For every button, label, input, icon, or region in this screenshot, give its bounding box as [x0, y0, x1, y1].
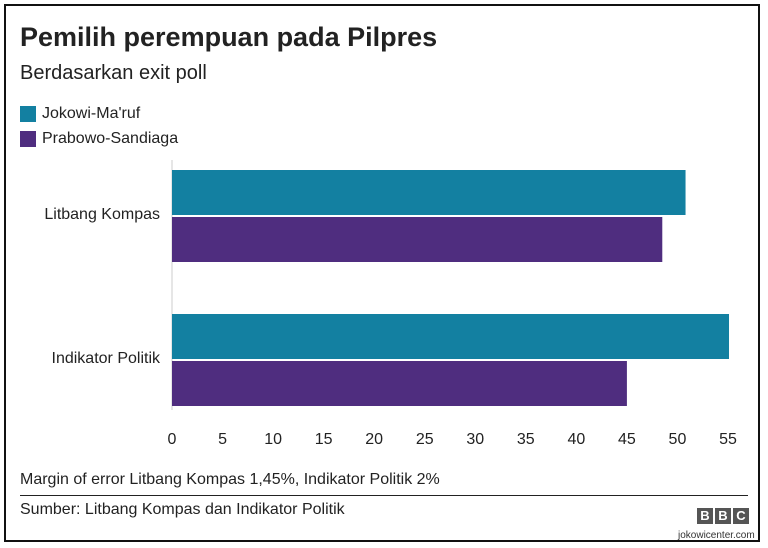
legend-label-jokowi: Jokowi-Ma'ruf	[42, 105, 141, 122]
legend-item-prabowo: Prabowo-Sandiaga	[20, 128, 178, 150]
footer-divider	[20, 495, 748, 496]
x-tick-label: 15	[315, 431, 333, 448]
x-tick-label: 20	[365, 431, 383, 448]
legend-swatch-prabowo	[20, 131, 36, 147]
chart-frame	[4, 4, 760, 542]
bar-jokowi-litbang	[172, 170, 686, 215]
chart-subtitle: Berdasarkan exit poll	[20, 62, 207, 84]
x-tick-label: 0	[168, 431, 177, 448]
x-tick-label: 50	[669, 431, 687, 448]
legend: Jokowi-Ma'ruf Prabowo-Sandiaga	[20, 103, 178, 153]
category-label-indikator: Indikator Politik	[51, 350, 161, 367]
watermark: jokowicenter.com	[678, 530, 755, 541]
bbc-logo-letter: B	[697, 508, 713, 524]
x-tick-label: 10	[264, 431, 282, 448]
x-tick-label: 45	[618, 431, 636, 448]
x-tick-label: 35	[517, 431, 535, 448]
x-tick-label: 40	[567, 431, 585, 448]
x-tick-label: 30	[466, 431, 484, 448]
category-label-litbang: Litbang Kompas	[44, 206, 160, 223]
bar-prabowo-litbang	[172, 217, 663, 262]
bbc-logo-letter: B	[715, 508, 731, 524]
bbc-logo: B B C	[697, 508, 749, 524]
x-tick-label: 5	[218, 431, 227, 448]
bar-jokowi-indikator	[172, 314, 730, 359]
x-tick-label: 55	[719, 431, 737, 448]
bar-prabowo-indikator	[172, 361, 627, 406]
legend-item-jokowi: Jokowi-Ma'ruf	[20, 103, 178, 125]
margin-of-error-note: Margin of error Litbang Kompas 1,45%, In…	[20, 471, 440, 488]
legend-label-prabowo: Prabowo-Sandiaga	[42, 130, 179, 147]
bbc-logo-letter: C	[733, 508, 749, 524]
chart-title: Pemilih perempuan pada Pilpres	[20, 22, 438, 52]
x-tick-label: 25	[416, 431, 434, 448]
legend-swatch-jokowi	[20, 106, 36, 122]
source-text: Sumber: Litbang Kompas dan Indikator Pol…	[20, 501, 345, 518]
